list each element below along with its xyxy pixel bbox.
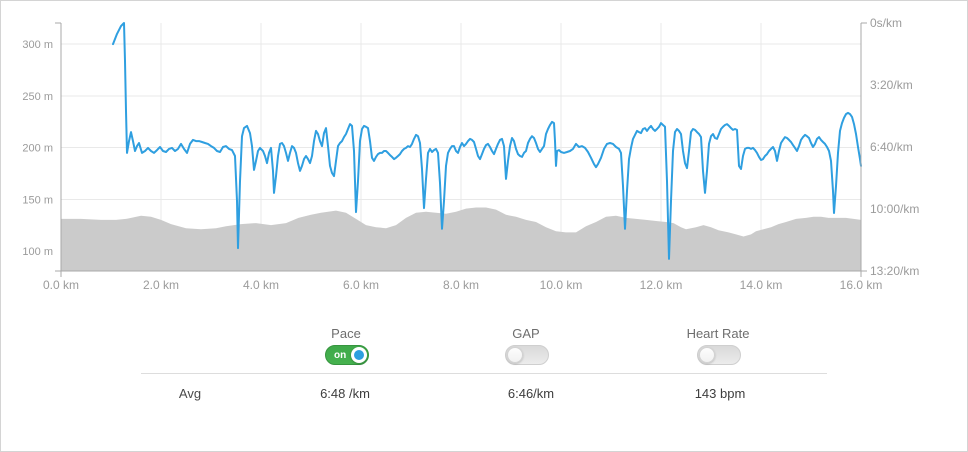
right-axis-label: 6:40/km: [870, 140, 913, 154]
x-axis-label: 16.0 km: [840, 278, 883, 292]
left-axis-label: 300 m: [22, 39, 53, 51]
gap-toggle[interactable]: [505, 345, 549, 365]
left-axis-label: 250 m: [22, 91, 53, 103]
chart-canvas: 300 m 250 m 200 m 150 m 100 m 0s/km 3:20/km 6:4…: [22, 16, 919, 292]
pace-toggle-label: Pace: [331, 326, 361, 341]
x-axis-label: 12.0 km: [640, 278, 683, 292]
avg-row-label: Avg: [178, 386, 202, 401]
x-axis-label: 6.0 km: [343, 278, 379, 292]
heart-rate-toggle[interactable]: [697, 345, 741, 365]
pace-toggle-state-text: on: [334, 350, 347, 361]
left-axis-label: 100 m: [22, 246, 53, 258]
left-axis-label: 200 m: [22, 143, 53, 155]
right-axis-label: 10:00/km: [870, 202, 919, 216]
x-axis-label: 8.0 km: [443, 278, 479, 292]
pace-elevation-chart[interactable]: 300 m 250 m 200 m 150 m 100 m 0s/km 3:20/km 6:4…: [1, 1, 967, 311]
summary-divider: [141, 373, 827, 374]
right-axis-label: 3:20/km: [870, 78, 913, 92]
pace-line: [112, 22, 862, 260]
x-axis-label: 0.0 km: [43, 278, 79, 292]
avg-gap-value: 6:46/km: [507, 386, 555, 401]
heart-rate-toggle-label: Heart Rate: [686, 326, 750, 341]
pace-toggle[interactable]: on: [325, 345, 369, 365]
x-axis-label: 2.0 km: [143, 278, 179, 292]
pace-toggle-knob: [351, 347, 367, 363]
right-axis-label: 0s/km: [870, 16, 902, 30]
gap-toggle-label: GAP: [512, 326, 540, 341]
x-axis-label: 4.0 km: [243, 278, 279, 292]
right-axis-label: 13:20/km: [870, 264, 919, 278]
heart-rate-toggle-knob: [699, 347, 715, 363]
x-axis-label: 14.0 km: [740, 278, 783, 292]
avg-pace-value: 6:48 /km: [320, 386, 370, 401]
elevation-area: [61, 207, 861, 271]
avg-heart-rate-value: 143 bpm: [694, 386, 746, 401]
gap-toggle-knob: [507, 347, 523, 363]
x-axis-label: 10.0 km: [540, 278, 583, 292]
left-axis-label: 150 m: [22, 194, 53, 206]
